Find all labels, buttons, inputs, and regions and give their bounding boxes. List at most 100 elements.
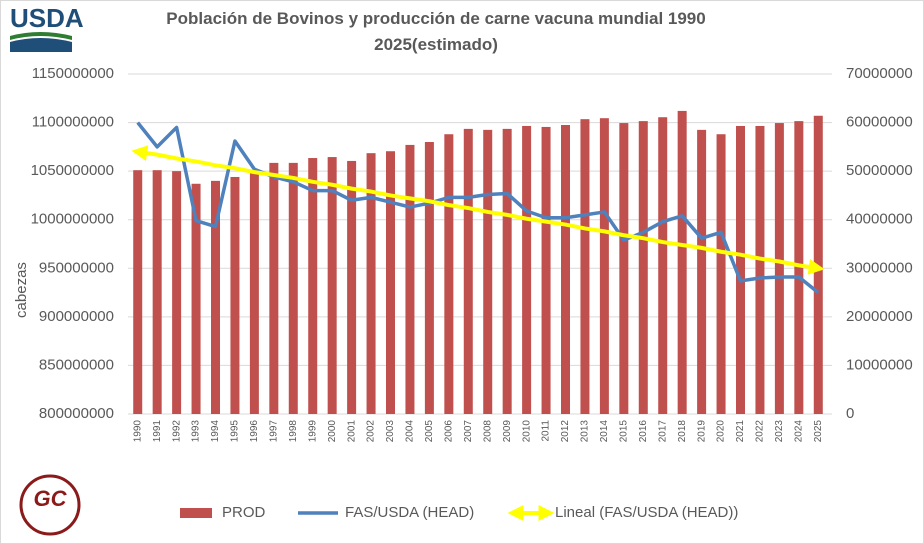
usda-logo: USDA	[10, 3, 84, 52]
x-tick-label: 2012	[560, 420, 571, 443]
chart-title: Población de Bovinos y producción de car…	[166, 9, 706, 54]
x-tick-label: 2021	[735, 420, 746, 443]
bar	[172, 171, 182, 414]
x-tick-label: 2025	[813, 420, 824, 443]
y2-tick-label: 40000000	[846, 211, 913, 228]
bar	[619, 123, 629, 415]
logo-text: GC	[34, 486, 68, 511]
x-tick-label: 2023	[774, 420, 785, 443]
bar	[522, 125, 532, 414]
y2-tick-label: 10000000	[846, 356, 913, 373]
bar	[502, 128, 512, 414]
bar	[405, 144, 415, 414]
x-tick-label: 1997	[268, 420, 279, 443]
bar	[288, 162, 298, 414]
x-tick-label: 2018	[677, 420, 688, 443]
x-tick-label: 2020	[716, 420, 727, 443]
x-tick-label: 2000	[327, 420, 338, 443]
bar	[366, 153, 376, 414]
x-tick-label: 2010	[521, 420, 532, 443]
x-tick-label: 1990	[132, 420, 143, 443]
y-tick-label: 850000000	[39, 356, 114, 373]
bar	[444, 134, 454, 414]
x-tick-label: 1995	[230, 420, 241, 443]
bar	[580, 119, 590, 415]
x-tick-label: 2009	[502, 420, 513, 443]
bar	[677, 110, 687, 415]
bar	[561, 125, 570, 414]
x-tick-label: 2011	[541, 420, 552, 442]
bar	[308, 158, 318, 414]
y2-tick-label: 60000000	[846, 114, 913, 131]
y2-tick-label: 30000000	[846, 259, 913, 276]
x-tick-label: 2016	[638, 420, 649, 443]
bar	[424, 142, 434, 414]
bar	[697, 129, 707, 414]
bar	[347, 160, 357, 414]
x-tick-label: 1999	[307, 420, 318, 443]
y-tick-label: 1000000000	[31, 211, 114, 228]
bar	[813, 115, 823, 415]
bar	[638, 121, 648, 414]
bar	[774, 123, 784, 415]
bar	[269, 162, 279, 414]
bar	[658, 117, 668, 414]
x-tick-label: 2005	[424, 420, 435, 443]
bar	[483, 129, 493, 414]
bar	[249, 170, 259, 414]
x-tick-label: 2004	[405, 420, 416, 443]
bar	[463, 128, 473, 414]
bar	[599, 118, 609, 414]
y-axis-label: cabezas	[13, 262, 30, 318]
x-tick-label: 2019	[696, 420, 707, 443]
bar	[716, 134, 726, 414]
legend-label: PROD	[222, 504, 266, 521]
y-tick-label: 800000000	[39, 405, 114, 422]
y-tick-label: 950000000	[39, 259, 114, 276]
bar	[755, 125, 765, 414]
y2-tick-label: 0	[846, 405, 854, 422]
x-tick-label: 2022	[755, 420, 766, 443]
x-tick-label: 2001	[346, 420, 357, 443]
bar	[191, 183, 201, 414]
y-tick-label: 1100000000	[32, 114, 114, 131]
x-tick-label: 2002	[366, 420, 377, 443]
x-tick-label: 2008	[482, 420, 493, 443]
legend-label: Lineal (FAS/USDA (HEAD))	[555, 504, 738, 521]
x-tick-label: 2014	[599, 420, 610, 443]
bar	[541, 126, 551, 414]
line	[136, 121, 820, 294]
x-tick-label: 2007	[463, 420, 474, 443]
x-tick-label: 2015	[618, 420, 629, 443]
bar	[211, 180, 220, 414]
gc-logo: GC	[19, 474, 81, 536]
x-tick-label: 1993	[191, 420, 202, 443]
y2-tick-label: 70000000	[846, 65, 913, 82]
bar	[133, 170, 143, 414]
y2-tick-label: 20000000	[846, 308, 913, 325]
x-tick-label: 2024	[793, 420, 804, 443]
logo-text: USDA	[10, 3, 84, 33]
x-tick-label: 1998	[288, 420, 299, 443]
x-tick-label: 1994	[210, 420, 221, 443]
legend-key	[180, 508, 212, 518]
x-tick-label: 2003	[385, 420, 396, 443]
y-tick-label: 1150000000	[32, 65, 114, 82]
x-tick-label: 1992	[171, 420, 182, 443]
bar	[152, 170, 162, 414]
x-tick-label: 1996	[249, 420, 260, 443]
trend-line	[131, 145, 825, 275]
x-tick-label: 2006	[443, 420, 454, 443]
bar	[386, 151, 395, 414]
y2-tick-label: 50000000	[846, 162, 913, 179]
legend-label: FAS/USDA (HEAD)	[345, 504, 474, 521]
x-tick-label: 2013	[580, 420, 591, 443]
x-tick-label: 1991	[152, 420, 163, 443]
bar	[327, 157, 337, 415]
x-tick-label: 2017	[657, 420, 668, 443]
bar	[230, 176, 240, 414]
y-tick-label: 1050000000	[31, 162, 114, 179]
y-tick-label: 900000000	[39, 308, 114, 325]
